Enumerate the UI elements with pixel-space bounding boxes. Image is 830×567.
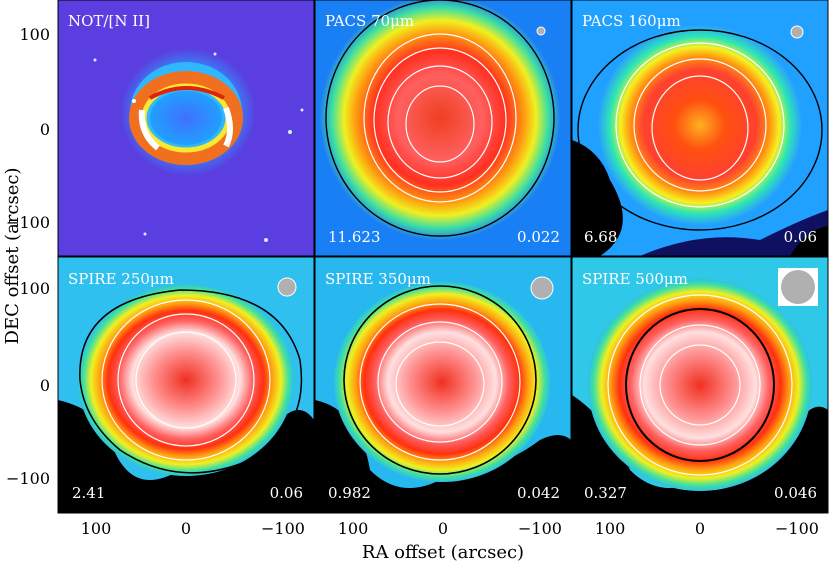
contour — [639, 324, 761, 446]
contour — [659, 344, 741, 426]
contour — [117, 313, 255, 447]
contour-outer — [343, 285, 537, 475]
scale-max-spire350: 0.042 — [517, 484, 560, 502]
dark-region — [640, 210, 828, 256]
star — [132, 99, 136, 103]
panel-label-spire350: SPIRE 350μm — [325, 270, 431, 288]
scale-max-spire500: 0.046 — [774, 484, 817, 502]
scale-min-spire500: 0.327 — [584, 484, 627, 502]
beam-marker — [781, 270, 815, 304]
beam-marker — [536, 26, 546, 36]
panel-pacs160 — [572, 0, 828, 256]
contour — [651, 75, 749, 181]
panel-spire250 — [58, 257, 314, 513]
x-tick-label: 0 — [438, 519, 448, 538]
panel-label-pacs160: PACS 160μm — [582, 12, 681, 30]
beam-marker — [277, 277, 297, 297]
nebula-red-arc — [149, 86, 225, 100]
panel-spire500 — [572, 257, 828, 513]
x-tick-label: 100 — [81, 519, 112, 538]
panel-label-spire500: SPIRE 500μm — [582, 270, 688, 288]
contour — [615, 42, 785, 208]
contour — [395, 341, 485, 427]
panel-pacs70 — [315, 0, 571, 256]
scale-max-spire250: 0.06 — [270, 484, 303, 502]
emission — [598, 25, 802, 225]
contour — [135, 331, 237, 429]
nebula-bright-arc-right — [223, 106, 233, 148]
contour — [359, 303, 521, 461]
x-tick-label: −100 — [261, 519, 305, 538]
y-tick-label: −100 — [6, 469, 50, 488]
y-tick-label: 100 — [19, 279, 50, 298]
beam-marker — [530, 276, 554, 300]
emission — [334, 282, 550, 482]
contour-outer — [325, 0, 555, 237]
x-tick-label: 0 — [695, 519, 705, 538]
contour — [607, 294, 793, 476]
panel-label-pacs70: PACS 70μm — [325, 12, 414, 30]
scale-min-pacs70: 11.623 — [328, 228, 381, 246]
scale-min-spire250: 2.41 — [72, 484, 105, 502]
star — [288, 130, 292, 134]
beam-marker — [790, 25, 804, 39]
star — [93, 58, 97, 62]
panel-label-spire250: SPIRE 250μm — [68, 270, 174, 288]
y-axis-title: DEC offset (arcsec) — [2, 168, 23, 345]
x-tick-label: 100 — [595, 519, 626, 538]
emission — [588, 279, 812, 491]
x-tick-label: −100 — [518, 519, 562, 538]
dark-region — [58, 400, 314, 513]
scale-max-pacs70: 0.022 — [517, 228, 560, 246]
y-tick-label: −100 — [6, 213, 50, 232]
y-tick-label: 0 — [40, 376, 50, 395]
y-tick-label: 100 — [19, 25, 50, 44]
contour — [373, 47, 507, 193]
contour-outer — [79, 289, 303, 474]
panel-frames — [57, 0, 829, 514]
star — [143, 232, 147, 236]
scale-min-spire350: 0.982 — [328, 484, 371, 502]
x-axis-title: RA offset (arcsec) — [362, 542, 524, 563]
x-tick-label: 0 — [181, 519, 191, 538]
contour — [633, 58, 767, 192]
contour — [363, 33, 517, 203]
contour — [405, 85, 475, 163]
x-tick-label: −100 — [775, 519, 819, 538]
contour-outer — [577, 29, 823, 231]
dark-region — [315, 400, 571, 513]
panel-spire350 — [315, 257, 571, 513]
contour — [101, 299, 271, 461]
contour-outer — [625, 308, 775, 462]
dark-region — [572, 395, 828, 513]
scale-max-pacs160: 0.06 — [784, 228, 817, 246]
x-tick-label: 100 — [338, 519, 369, 538]
emission — [78, 284, 294, 476]
nebula-ring — [129, 71, 243, 165]
dark-region — [572, 140, 623, 256]
star — [300, 108, 304, 112]
emission — [320, 0, 560, 240]
star — [264, 238, 268, 242]
contour — [387, 65, 493, 179]
panel-not-nii — [58, 0, 314, 256]
nebula-bright-arc-left — [138, 109, 160, 151]
nebula-center — [150, 91, 222, 145]
panel-label-not-nii: NOT/[N II] — [68, 12, 150, 30]
y-tick-label: 0 — [40, 120, 50, 139]
dark-region — [790, 226, 828, 256]
star — [213, 52, 217, 56]
scale-min-pacs160: 6.68 — [584, 228, 617, 246]
contour — [377, 321, 503, 443]
